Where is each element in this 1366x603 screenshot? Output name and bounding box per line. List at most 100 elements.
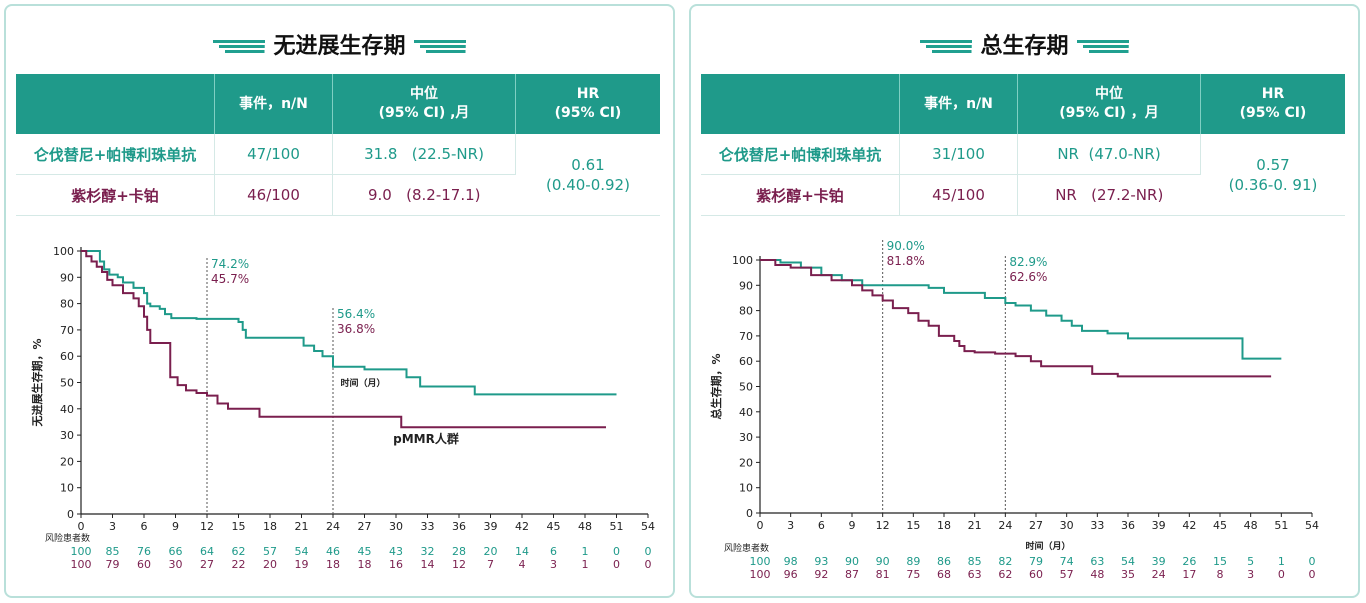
risk-count-arm2: 60 [1029,568,1043,581]
pfs-arm1-median: 31.8 (22.5-NR) [332,134,516,175]
risk-count-arm1: 66 [169,545,183,558]
risk-count-arm2: 0 [645,558,652,571]
risk-count-arm2: 1 [582,558,589,571]
pfs-arm2-name: 紫杉醇+卡铂 [16,174,215,216]
km-curve-arm1 [760,259,1282,360]
risk-count-arm1: 0 [613,545,620,558]
risk-count-arm1: 0 [1309,555,1316,568]
pfs-header-hr: HR (95% CI) [515,74,660,134]
risk-table-title: 风险患者数 [45,532,90,544]
pfs-hr-value: 0.61 [571,155,605,174]
risk-count-arm1: 82 [998,555,1012,568]
landmark-label-arm2: 81.8% [887,254,925,268]
risk-count-arm2: 48 [1090,568,1104,581]
km-curve-arm2 [81,250,606,429]
y-tick-label: 40 [60,403,74,416]
risk-count-arm1: 79 [1029,555,1043,568]
km-curve-arm2 [760,259,1272,378]
y-axis-label: 无进展生存期，% [30,338,44,427]
os-arm2-name: 紫杉醇+卡铂 [701,174,900,216]
risk-count-arm1: 0 [645,545,652,558]
risk-count-arm2: 4 [519,558,526,571]
y-tick-label: 50 [60,377,74,390]
pfs-header-median: 中位 (95% CI) ,月 [332,74,516,134]
x-tick-label: 15 [232,520,246,533]
risk-count-arm2: 27 [200,558,214,571]
pfs-arm2-median: 9.0 (8.2-17.1) [332,174,516,216]
pfs-arm1-name: 仑伐替尼+帕博利珠单抗 [16,134,215,175]
y-tick-label: 80 [739,305,753,318]
risk-count-arm2: 0 [1309,568,1316,581]
y-tick-label: 30 [60,429,74,442]
x-tick-label: 39 [484,520,498,533]
title-bars-left-icon [920,40,973,54]
landmark-label-arm1: 82.9% [1009,255,1047,269]
risk-count-arm1: 85 [106,545,120,558]
risk-count-arm1: 46 [326,545,340,558]
risk-count-arm1: 85 [968,555,982,568]
x-tick-label: 48 [578,520,592,533]
risk-count-arm1: 15 [1213,555,1227,568]
pfs-header-events: 事件，n/N [214,74,333,134]
x-tick-label: 33 [1090,519,1104,532]
risk-count-arm1: 14 [515,545,529,558]
risk-count-arm1: 89 [906,555,920,568]
x-tick-label: 39 [1152,519,1166,532]
risk-count-arm1: 100 [750,555,771,568]
pfs-table: 事件，n/N 中位 (95% CI) ,月 HR (95% CI) 仑伐替尼+帕… [16,74,660,216]
table-row: 仑伐替尼+帕博利珠单抗 31/100 NR (47.0-NR) 0.57 (0.3… [701,134,1345,216]
risk-count-arm1: 54 [1121,555,1135,568]
pfs-title-text: 无进展生存期 [273,34,406,59]
x-tick-label: 24 [326,520,340,533]
risk-count-arm1: 74 [1060,555,1074,568]
risk-count-arm2: 79 [106,558,120,571]
risk-count-arm1: 57 [263,545,277,558]
km-curve-arm1 [81,250,617,396]
risk-count-arm2: 20 [263,558,277,571]
risk-count-arm2: 17 [1182,568,1196,581]
pfs-header-arm [16,74,215,134]
risk-count-arm2: 24 [1152,568,1166,581]
title-bars-left-icon [213,40,266,54]
risk-count-arm2: 100 [71,558,92,571]
os-arm1-events: 31/100 [899,134,1018,175]
risk-count-arm2: 22 [232,558,246,571]
y-tick-label: 90 [739,279,753,292]
x-tick-label: 54 [1305,519,1319,532]
risk-count-arm1: 5 [1247,555,1254,568]
table-row: 紫杉醇+卡铂 45/100 NR (27.2-NR) [701,174,1345,216]
risk-count-arm1: 32 [421,545,435,558]
risk-count-arm1: 63 [1090,555,1104,568]
x-tick-label: 18 [937,519,951,532]
risk-count-arm2: 16 [389,558,403,571]
pfs-hr-cell: 0.61 (0.40-0.92) [515,134,660,216]
x-tick-label: 33 [421,520,435,533]
risk-count-arm1: 45 [358,545,372,558]
y-tick-label: 10 [739,482,753,495]
risk-table-title: 风险患者数 [724,542,769,554]
x-tick-label: 51 [1274,519,1288,532]
risk-count-arm2: 75 [906,568,920,581]
risk-count-arm1: 54 [295,545,309,558]
os-arm1-name: 仑伐替尼+帕博利珠单抗 [701,134,900,175]
risk-count-arm1: 62 [232,545,246,558]
risk-count-arm2: 18 [358,558,372,571]
risk-count-arm1: 1 [1278,555,1285,568]
y-tick-label: 30 [739,431,753,444]
risk-count-arm1: 86 [937,555,951,568]
os-arm2-events: 45/100 [899,174,1018,216]
risk-count-arm2: 12 [452,558,466,571]
risk-count-arm2: 100 [750,568,771,581]
x-tick-label: 45 [547,520,561,533]
y-tick-label: 20 [60,455,74,468]
risk-count-arm2: 19 [295,558,309,571]
x-tick-label: 48 [1244,519,1258,532]
os-arm1-median: NR (47.0-NR) [1017,134,1201,175]
risk-count-arm2: 92 [814,568,828,581]
risk-count-arm1: 26 [1182,555,1196,568]
risk-count-arm2: 3 [550,558,557,571]
risk-count-arm2: 96 [784,568,798,581]
y-tick-label: 100 [732,254,753,267]
title-bars-right-icon [413,40,466,54]
